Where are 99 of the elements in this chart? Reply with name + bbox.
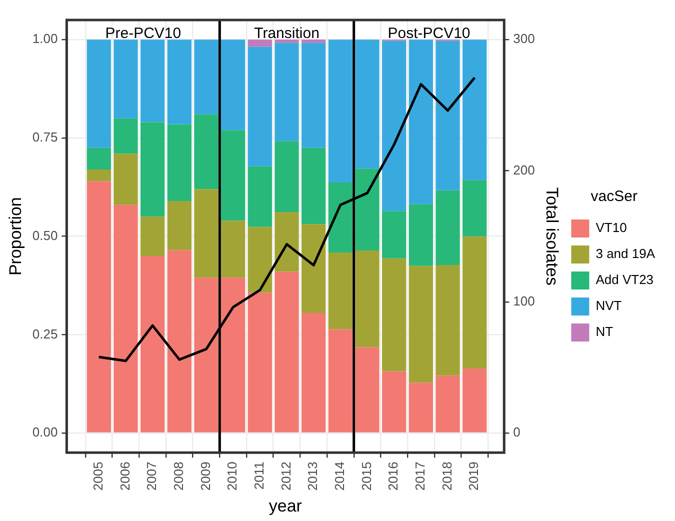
y-tick-label: 0.00 [32, 424, 58, 440]
bar [140, 256, 165, 432]
bar [408, 382, 434, 432]
bar [436, 40, 460, 190]
legend-label: NVT [596, 298, 622, 314]
bar [436, 376, 460, 432]
bar [221, 220, 246, 278]
bar [140, 216, 165, 256]
bar [167, 124, 192, 201]
y-tick-label: 0.25 [32, 326, 58, 342]
bar [302, 313, 326, 432]
bar [114, 204, 138, 432]
y-axis-title: Proportion [6, 197, 25, 276]
x-axis-title: year [268, 496, 302, 516]
bar [194, 189, 218, 278]
bar [462, 368, 487, 432]
y2-tick-label: 0 [513, 424, 520, 440]
bar [408, 266, 434, 383]
bar [382, 371, 406, 432]
annotation: Pre-PCV10 [105, 25, 182, 42]
x-tick-label: 2007 [144, 462, 160, 491]
bar [248, 40, 272, 47]
bar [167, 250, 192, 432]
bar [167, 40, 192, 124]
legend-title: vacSer [590, 188, 638, 206]
y-tick-label: 1.00 [32, 31, 58, 46]
bar [274, 212, 299, 272]
bar [86, 40, 111, 148]
bar [328, 40, 353, 182]
bar [140, 122, 165, 217]
x-tick-label: 2019 [466, 462, 482, 491]
x-tick-label: 2017 [412, 462, 428, 491]
x-tick-label: 2016 [386, 462, 401, 491]
annotation: Transition [254, 25, 320, 42]
bar [462, 236, 487, 369]
bar [140, 40, 165, 122]
bar [436, 265, 460, 376]
bar [302, 40, 326, 43]
x-tick-label: 2009 [198, 462, 213, 491]
bar [328, 182, 353, 252]
y2-tick-label: 100 [513, 293, 535, 308]
bar [355, 168, 380, 250]
bar [408, 40, 434, 204]
bar [194, 40, 218, 114]
x-tick-label: 2006 [117, 462, 132, 491]
bar [248, 292, 272, 432]
x-tick-label: 2005 [90, 462, 106, 491]
bar [86, 181, 111, 432]
bar [221, 130, 246, 221]
bar [274, 42, 299, 142]
x-tick-label: 2012 [278, 462, 294, 491]
legend-label: 3 and 19A [596, 246, 656, 262]
bar [86, 169, 111, 182]
bar [274, 40, 299, 43]
bar [302, 148, 326, 224]
y-tick-label: 0.75 [32, 130, 58, 145]
bar [382, 258, 406, 372]
bar [248, 226, 272, 293]
bar [114, 118, 138, 154]
bar [328, 252, 353, 330]
bar [328, 329, 353, 432]
annotation: Post-PCV10 [388, 25, 470, 42]
legend-label: NT [596, 324, 614, 340]
x-tick-label: 2011 [252, 462, 266, 490]
bar [355, 40, 380, 169]
bar [194, 114, 218, 190]
bar [194, 278, 218, 432]
bar [462, 40, 487, 180]
bar [274, 272, 299, 432]
legend-label: VT10 [596, 220, 627, 236]
x-tick-label: 2013 [305, 462, 320, 491]
bar [302, 224, 326, 314]
bar [382, 211, 406, 258]
x-tick-label: 2008 [170, 462, 186, 491]
bar [86, 148, 111, 170]
bar [355, 347, 380, 432]
bar [221, 40, 246, 130]
x-tick-label: 2018 [439, 462, 454, 491]
y2-tick-label: 300 [513, 31, 535, 46]
bar [355, 250, 380, 348]
x-tick-label: 2014 [332, 462, 348, 491]
y-tick-label: 0.50 [32, 228, 58, 243]
bar [408, 204, 434, 266]
bar [302, 42, 326, 148]
x-tick-label: 2015 [358, 462, 374, 491]
legend-label: Add VT23 [596, 272, 654, 288]
y2-axis-title: Total isolates [542, 187, 562, 286]
bar [462, 180, 487, 236]
x-tick-label: 2010 [224, 462, 240, 491]
bar [167, 200, 192, 250]
bar [248, 166, 272, 227]
bar [382, 40, 406, 212]
bar [221, 278, 246, 432]
bar [114, 154, 138, 205]
bar [114, 40, 138, 118]
bar [436, 190, 460, 266]
bar [274, 141, 299, 212]
bar [248, 46, 272, 166]
y2-tick-label: 200 [513, 162, 535, 178]
